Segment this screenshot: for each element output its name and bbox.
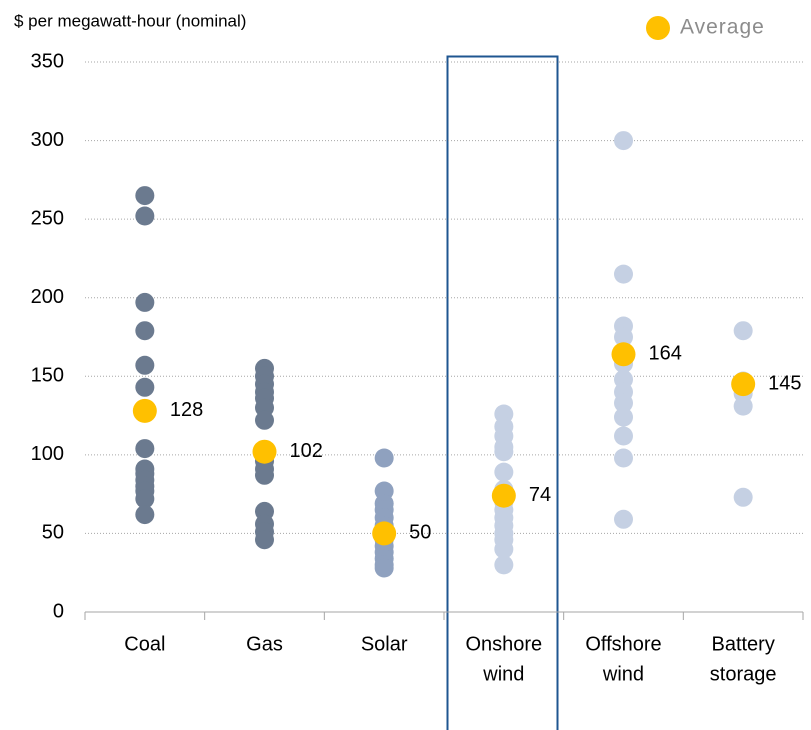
data-point: [494, 539, 514, 559]
data-point: [255, 410, 274, 430]
average-point: [132, 398, 157, 423]
data-point: [135, 355, 155, 375]
data-point: [135, 505, 155, 525]
data-point: [614, 131, 633, 151]
data-point: [494, 555, 514, 575]
x-tick-label: wind: [482, 663, 524, 685]
data-point: [614, 327, 633, 347]
x-tick-label: Gas: [246, 633, 283, 655]
x-tick-label: Onshore: [465, 633, 542, 655]
data-point: [614, 509, 633, 529]
data-point: [614, 426, 633, 446]
data-point: [135, 292, 155, 312]
data-point: [614, 448, 633, 468]
legend-label: Average: [680, 16, 765, 39]
data-point: [135, 489, 155, 509]
data-point: [494, 462, 514, 482]
legend: Average: [646, 16, 765, 40]
y-tick-label: 350: [31, 50, 64, 72]
data-point: [135, 186, 155, 206]
y-tick-label: 100: [31, 443, 64, 465]
data-point: [374, 448, 394, 468]
data-point: [135, 206, 155, 226]
x-tick-label: wind: [602, 663, 644, 685]
y-tick-label: 150: [31, 365, 64, 387]
y-tick-label: 300: [31, 129, 64, 151]
x-tick-label: Battery: [711, 633, 774, 655]
data-point: [614, 264, 633, 284]
average-point: [372, 521, 397, 546]
data-point: [494, 442, 514, 462]
y-tick-label: 200: [31, 286, 64, 308]
data-point: [374, 558, 394, 578]
data-point: [733, 487, 753, 507]
y-tick-label: 50: [42, 522, 64, 544]
data-point: [614, 393, 633, 413]
data-point: [733, 396, 753, 416]
average-point: [491, 483, 516, 508]
data-point: [135, 439, 155, 459]
data-point: [135, 377, 155, 397]
highlight-box: [446, 55, 559, 730]
y-tick-label: 0: [53, 600, 64, 622]
average-point: [731, 372, 756, 397]
data-point: [255, 530, 274, 550]
average-label: 74: [529, 484, 551, 506]
average-point: [252, 439, 277, 464]
data-point: [733, 321, 753, 341]
average-label: 128: [170, 399, 203, 421]
x-tick-label: Coal: [124, 633, 165, 655]
average-label: 164: [649, 343, 682, 365]
average-point: [611, 342, 636, 367]
data-point: [614, 407, 633, 427]
y-tick-label: 250: [31, 207, 64, 229]
average-label: 145: [768, 372, 801, 394]
y-axis-label: $ per megawatt-hour (nominal): [14, 11, 246, 30]
x-tick-label: Solar: [361, 633, 408, 655]
average-label: 50: [409, 522, 431, 544]
data-point: [255, 465, 274, 485]
data-point: [135, 321, 155, 341]
x-tick-label: storage: [710, 663, 777, 685]
x-tick-label: Offshore: [585, 633, 661, 655]
legend-marker: [646, 16, 670, 40]
average-label: 102: [290, 440, 323, 462]
